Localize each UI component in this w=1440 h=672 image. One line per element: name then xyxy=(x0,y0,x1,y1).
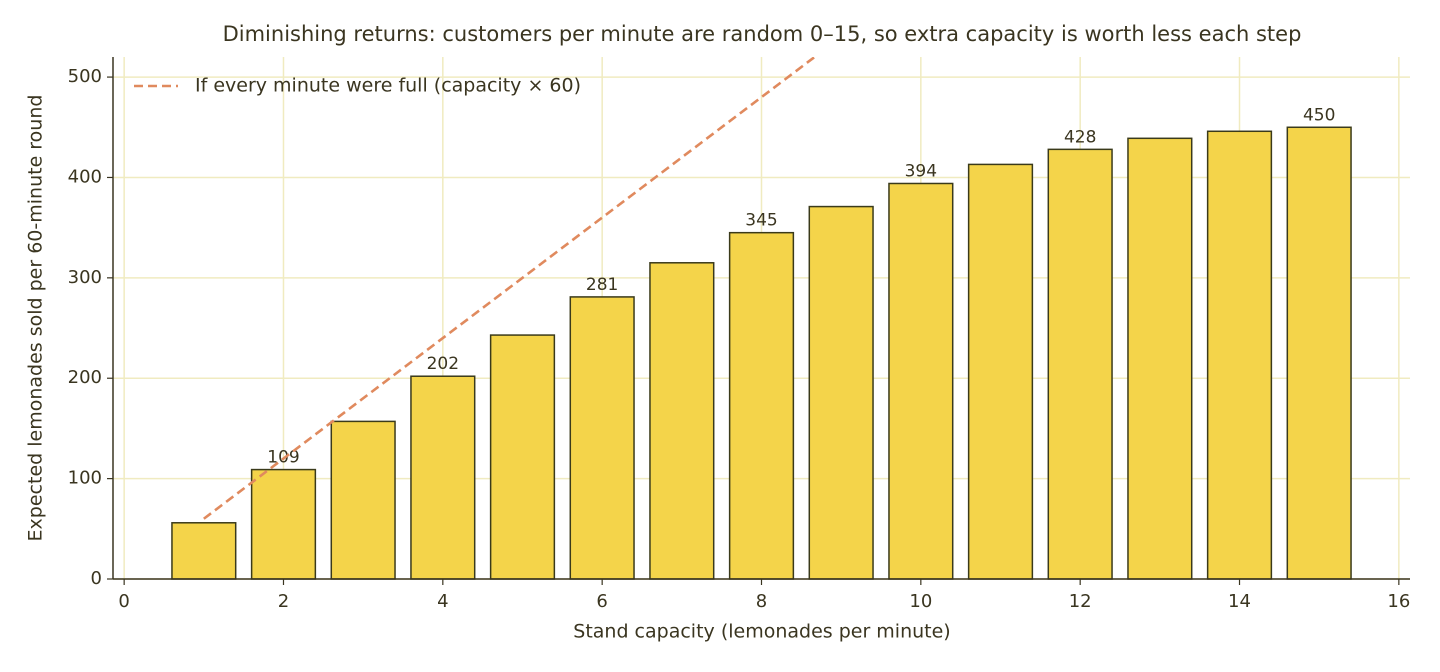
value-label: 345 xyxy=(745,211,777,231)
y-tick-label: 300 xyxy=(68,267,102,288)
bar xyxy=(967,163,1034,580)
bar xyxy=(410,375,476,580)
x-tick-label: 12 xyxy=(1069,591,1092,612)
value-label: 450 xyxy=(1303,105,1335,125)
bar xyxy=(808,205,874,580)
bar xyxy=(1206,130,1273,580)
bar xyxy=(1286,126,1352,580)
x-tick-label: 4 xyxy=(437,591,448,612)
x-tick-label: 2 xyxy=(278,591,289,612)
bar xyxy=(1047,148,1113,580)
value-label: 202 xyxy=(427,354,459,374)
y-axis-label: Expected lemonades sold per 60-minute ro… xyxy=(25,95,47,542)
y-tick-label: 500 xyxy=(68,66,102,87)
bar xyxy=(489,334,556,580)
bar xyxy=(728,231,795,580)
bar xyxy=(1127,137,1193,580)
bar xyxy=(250,468,317,580)
bar xyxy=(649,262,715,580)
y-tick-label: 0 xyxy=(91,568,102,589)
value-label: 394 xyxy=(905,161,937,181)
value-label: 281 xyxy=(586,275,618,295)
value-label: 428 xyxy=(1064,127,1096,147)
chart-title: Diminishing returns: customers per minut… xyxy=(223,22,1302,46)
y-tick-label: 400 xyxy=(68,166,102,187)
bar xyxy=(888,182,954,580)
y-tick-label: 100 xyxy=(68,468,102,489)
bar xyxy=(569,296,635,580)
x-tick-label: 16 xyxy=(1387,591,1410,612)
x-tick-label: 8 xyxy=(756,591,767,612)
bar xyxy=(171,522,237,580)
x-axis-label: Stand capacity (lemonades per minute) xyxy=(573,621,950,643)
bar xyxy=(330,420,396,580)
legend-label: If every minute were full (capacity × 60… xyxy=(195,75,581,97)
y-tick-label: 200 xyxy=(68,367,102,388)
x-tick-label: 10 xyxy=(909,591,932,612)
x-tick-label: 0 xyxy=(118,591,129,612)
x-tick-label: 14 xyxy=(1228,591,1251,612)
x-tick-label: 6 xyxy=(596,591,607,612)
